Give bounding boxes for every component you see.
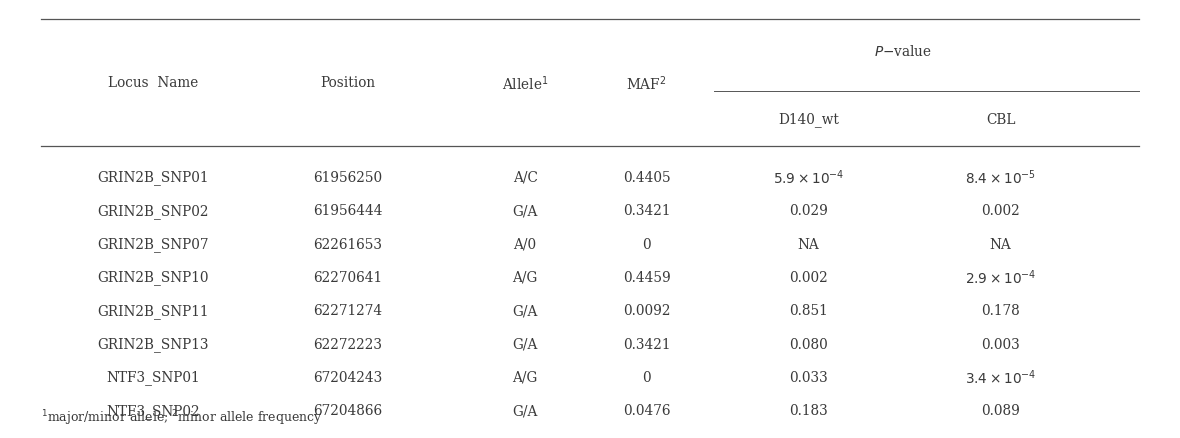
Text: A/G: A/G	[512, 370, 538, 384]
Text: 0.4405: 0.4405	[623, 170, 670, 184]
Text: ANO2_SNP06: ANO2_SNP06	[105, 436, 202, 438]
Text: 0.0092: 0.0092	[623, 304, 670, 318]
Text: $\it{P}$$-$value: $\it{P}$$-$value	[873, 44, 932, 59]
Text: $3.4\times10^{-4}$: $3.4\times10^{-4}$	[965, 368, 1036, 386]
Text: 0.3421: 0.3421	[623, 337, 670, 351]
Text: A/G: A/G	[512, 270, 538, 284]
Text: GRIN2B_SNP10: GRIN2B_SNP10	[98, 270, 209, 285]
Text: 0.089: 0.089	[982, 403, 1020, 417]
Text: $^1$major/minor allele; $^2$minor allele frequency: $^1$major/minor allele; $^2$minor allele…	[41, 407, 323, 427]
Text: 0.4459: 0.4459	[623, 270, 670, 284]
Text: CBL: CBL	[985, 113, 1015, 126]
Text: 0.851: 0.851	[789, 304, 827, 318]
Text: 0: 0	[642, 370, 651, 384]
Text: $8.4\times10^{-5}$: $8.4\times10^{-5}$	[965, 168, 1036, 187]
Text: G/A: G/A	[512, 337, 538, 351]
Text: 67263202: 67263202	[314, 437, 382, 438]
Text: G/A: G/A	[512, 403, 538, 417]
Text: 0.002: 0.002	[982, 204, 1020, 218]
Text: G/A: G/A	[512, 304, 538, 318]
Text: GRIN2B_SNP11: GRIN2B_SNP11	[98, 303, 209, 318]
Text: 0.029: 0.029	[789, 204, 827, 218]
Text: GRIN2B_SNP02: GRIN2B_SNP02	[98, 203, 209, 218]
Text: NTF3_SNP02: NTF3_SNP02	[106, 403, 201, 418]
Text: MAF$^2$: MAF$^2$	[627, 74, 667, 92]
Text: NA: NA	[798, 237, 819, 251]
Text: 62270641: 62270641	[314, 270, 382, 284]
Text: G/A: G/A	[512, 204, 538, 218]
Text: D140_wt: D140_wt	[778, 112, 839, 127]
Text: 0.003: 0.003	[982, 337, 1020, 351]
Text: 62261653: 62261653	[314, 237, 382, 251]
Text: 0.080: 0.080	[789, 337, 827, 351]
Text: 0: 0	[642, 237, 651, 251]
Text: 0.033: 0.033	[789, 370, 827, 384]
Text: Locus  Name: Locus Name	[109, 76, 198, 90]
Text: 67204866: 67204866	[314, 403, 382, 417]
Text: 0.002: 0.002	[789, 270, 827, 284]
Text: NTF3_SNP01: NTF3_SNP01	[106, 370, 201, 385]
Text: 0.0476: 0.0476	[623, 403, 670, 417]
Text: 0: 0	[642, 437, 651, 438]
Text: Position: Position	[321, 76, 375, 90]
Text: GRIN2B_SNP13: GRIN2B_SNP13	[98, 336, 209, 351]
Text: $5.9\times10^{-4}$: $5.9\times10^{-4}$	[773, 168, 844, 187]
Text: Allele$^1$: Allele$^1$	[502, 74, 549, 92]
Text: GRIN2B_SNP01: GRIN2B_SNP01	[98, 170, 209, 185]
Text: 67204243: 67204243	[314, 370, 382, 384]
Text: A/0: A/0	[513, 437, 537, 438]
Text: NA: NA	[990, 237, 1011, 251]
Text: NA: NA	[798, 437, 819, 438]
Text: GRIN2B_SNP07: GRIN2B_SNP07	[98, 237, 209, 251]
Text: A/0: A/0	[513, 237, 537, 251]
Text: 0.178: 0.178	[982, 304, 1020, 318]
Text: 62271274: 62271274	[314, 304, 382, 318]
Text: 61956444: 61956444	[314, 204, 382, 218]
Text: 61956250: 61956250	[314, 170, 382, 184]
Text: A/C: A/C	[512, 170, 538, 184]
Text: 0.183: 0.183	[789, 403, 827, 417]
Text: 62272223: 62272223	[314, 337, 382, 351]
Text: $2.9\times10^{-4}$: $2.9\times10^{-4}$	[965, 268, 1036, 286]
Text: 0.3421: 0.3421	[623, 204, 670, 218]
Text: NA: NA	[990, 437, 1011, 438]
